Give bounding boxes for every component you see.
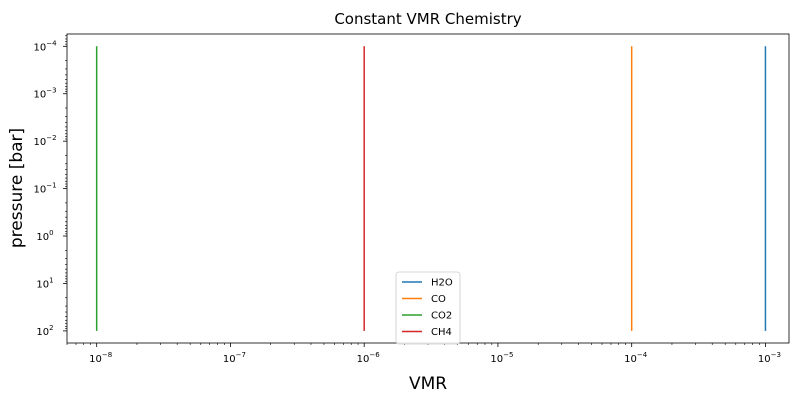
chart-title: Constant VMR Chemistry — [334, 10, 521, 28]
x-axis-label: VMR — [409, 374, 447, 394]
x-tick-label: 10−3 — [758, 351, 781, 365]
legend-label-ch4: CH4 — [431, 327, 452, 338]
y-tick-label: 10−4 — [33, 39, 57, 53]
plot-area: 10−8 10−7 10−6 10−5 10−4 10−3 10−4 10−3 10−2 10−1… — [33, 33, 790, 365]
y-tick-label: 100 — [36, 229, 53, 243]
x-tick-label: 10−6 — [357, 351, 381, 365]
y-tick-label: 10−3 — [33, 87, 56, 101]
x-tick-label: 10−4 — [624, 351, 648, 365]
y-tick-label: 10−2 — [33, 134, 56, 148]
x-tick-label: 10−5 — [490, 351, 513, 365]
legend-box — [395, 271, 461, 345]
legend-label-co: CO — [431, 294, 446, 305]
y-axis-label: pressure [bar] — [7, 128, 27, 248]
legend: H2O CO CO2 CH4 — [395, 271, 461, 345]
x-tick-label: 10−7 — [223, 351, 246, 365]
legend-label-co2: CO2 — [431, 311, 452, 322]
y-tick-label: 102 — [36, 324, 53, 338]
y-tick-label: 101 — [36, 276, 53, 290]
y-tick-label: 10−1 — [33, 182, 56, 196]
legend-label-h2o: H2O — [431, 278, 453, 289]
x-tick-label: 10−8 — [89, 351, 112, 365]
